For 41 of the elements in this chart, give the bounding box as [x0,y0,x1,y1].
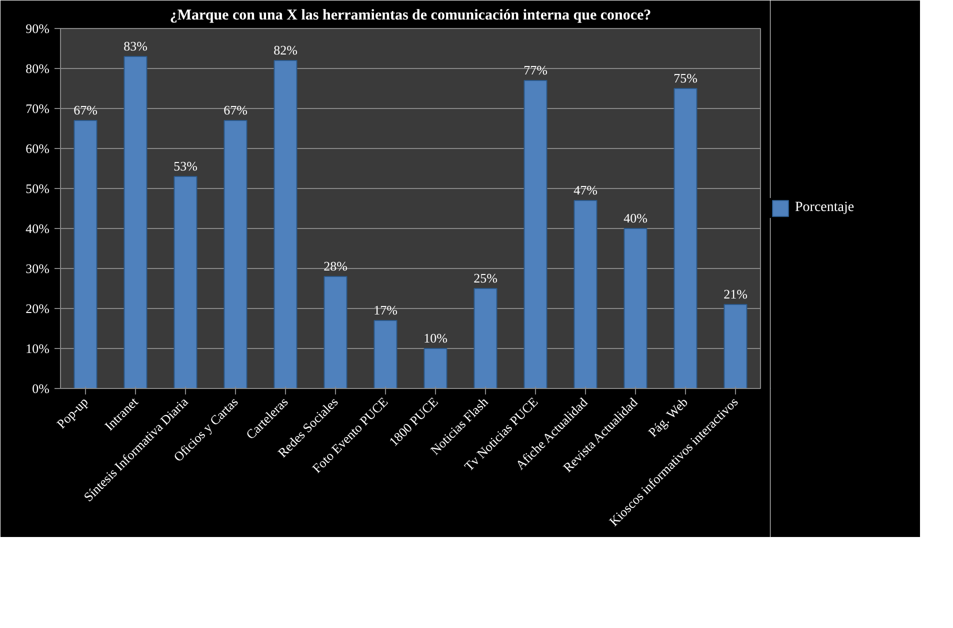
bar [224,120,248,388]
legend-label: Porcentaje [795,200,854,216]
bar [674,88,698,388]
bar [724,304,748,388]
data-label: 83% [124,38,148,54]
bar [74,120,98,388]
data-label: 47% [574,182,598,198]
y-tick-label: 80% [26,61,50,76]
bar [124,56,148,388]
chart-title: ¿Marque con una X las herramientas de comunicación interna que conoce? [170,8,652,24]
bar [624,228,648,388]
data-label: 25% [474,270,498,286]
data-label: 17% [374,302,398,318]
bar [574,200,598,388]
bar [274,60,298,388]
data-label: 75% [674,70,698,86]
y-tick-label: 0% [32,381,50,396]
y-tick-label: 30% [26,261,50,276]
y-tick-label: 70% [26,101,50,116]
data-label: 82% [274,42,298,58]
data-label: 40% [624,210,648,226]
y-tick-label: 90% [26,21,50,36]
bar [324,276,348,388]
data-label: 67% [224,102,248,118]
data-label: 21% [724,286,748,302]
x-tick-label: Pág. Web [645,394,691,440]
data-label: 53% [174,158,198,174]
data-label: 10% [424,330,448,346]
data-label: 67% [74,102,98,118]
y-tick-label: 50% [26,181,50,196]
y-tick-label: 60% [26,141,50,156]
bar [374,320,398,388]
y-tick-label: 20% [26,301,50,316]
bar [524,80,548,388]
bar [174,176,198,388]
bar [474,288,498,388]
data-label: 28% [324,258,348,274]
y-tick-label: 40% [26,221,50,236]
bar [424,348,448,388]
y-tick-label: 10% [26,341,50,356]
data-label: 77% [524,62,548,78]
